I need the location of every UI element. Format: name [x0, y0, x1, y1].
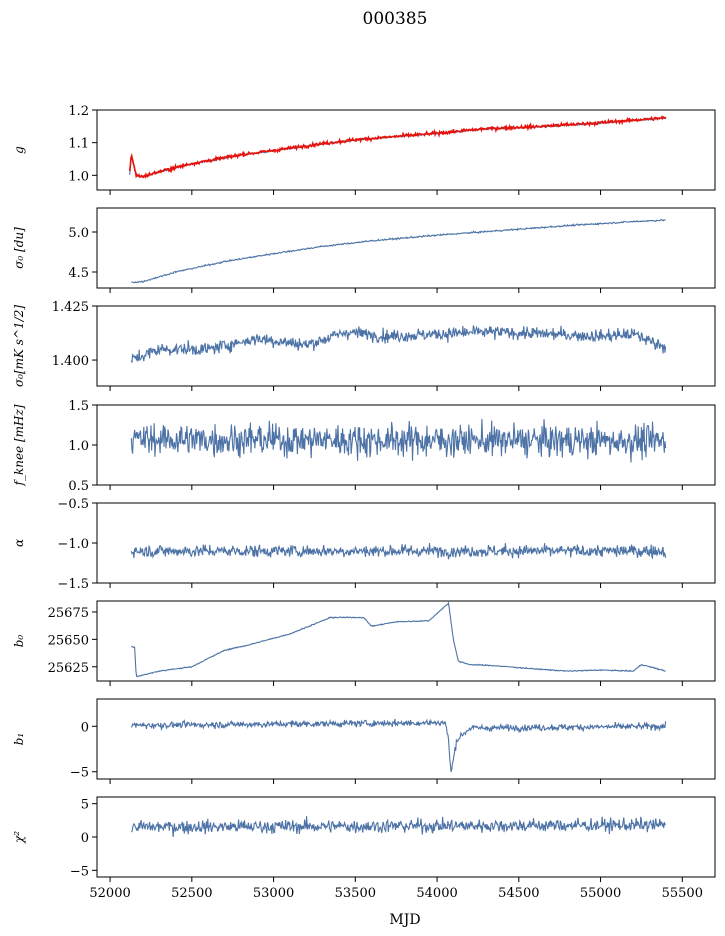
y-tick-label: 25675	[48, 606, 89, 621]
series-line	[131, 601, 666, 678]
y-tick-label: 0.5	[68, 479, 89, 494]
series-line	[129, 117, 667, 179]
series-group	[130, 718, 667, 773]
panel-6: 25625 25650 25675 b₀	[12, 600, 716, 686]
panel-2: 4.5 5.0 σ₀ [du]	[12, 207, 716, 293]
series-line	[130, 543, 667, 560]
y-tick-label: 1.400	[52, 354, 89, 369]
x-tick-label: 55500	[662, 886, 703, 901]
series-group	[130, 418, 667, 463]
y-tick-label: 5.0	[68, 226, 89, 241]
series-group	[131, 816, 667, 837]
y-tick-label: −5	[70, 864, 89, 879]
y-axis-label: g	[12, 146, 26, 154]
panel-7: −5 0 b₁	[12, 698, 716, 784]
axes-frame	[96, 305, 716, 387]
y-tick-label: 1.0	[68, 439, 89, 454]
y-tick-label: 0	[81, 831, 89, 846]
series-group	[130, 543, 667, 560]
y-tick-label: 1.2	[68, 104, 89, 119]
x-tick-label: 54000	[416, 886, 457, 901]
y-tick-label: 1.0	[68, 169, 89, 184]
panel-3: 1.400 1.425 σ₀[mK s^1/2]	[12, 300, 716, 391]
series-group	[131, 218, 666, 284]
y-axis-label: α	[12, 539, 26, 547]
x-tick-label: 53500	[335, 886, 376, 901]
y-axis-label: b₀	[12, 635, 26, 648]
panel-1: 1.0 1.1 1.2 g	[12, 104, 716, 195]
y-tick-label: 1.425	[52, 300, 89, 315]
series-line	[130, 418, 667, 463]
axes-frame	[96, 796, 716, 878]
figure-title: 000385	[363, 9, 428, 29]
y-tick-label: 4.5	[68, 266, 89, 281]
x-tick-label: 52500	[171, 886, 212, 901]
series-line	[128, 115, 667, 180]
y-tick-label: 25625	[48, 661, 89, 676]
series-group	[131, 601, 666, 678]
panels: 1.0 1.1 1.2 g 4.5 5.0 σ₀ [du] 1.400 1.425 σ₀[mK s…	[12, 104, 716, 901]
y-tick-label: −0.5	[57, 497, 89, 512]
axes-frame	[96, 698, 716, 780]
x-axis-label: MJD	[389, 912, 420, 928]
series-group	[130, 325, 667, 363]
y-tick-label: −1.0	[57, 537, 89, 552]
x-tick-label: 53000	[253, 886, 294, 901]
y-tick-label: 5	[81, 798, 89, 813]
y-axis-label: σ₀[mK s^1/2]	[12, 305, 26, 387]
panel-5: −1.5 −1.0 −0.5 α	[12, 497, 716, 592]
series-line	[130, 325, 667, 363]
axes-frame	[96, 207, 716, 289]
y-tick-label: −5	[70, 766, 89, 781]
x-tick-label: 54500	[498, 886, 539, 901]
y-tick-label: 1.1	[68, 137, 89, 152]
series-line	[131, 816, 667, 837]
panel-8: −5 0 5 52000 52500 53000 53500 54000 54500 55000 5…	[12, 796, 716, 901]
x-tick-label: 52000	[89, 886, 130, 901]
y-tick-label: 25650	[48, 633, 89, 648]
x-tick-label: 55000	[580, 886, 621, 901]
y-tick-label: −1.5	[57, 577, 89, 592]
y-tick-label: 0	[81, 720, 89, 735]
y-axis-label: χ²	[12, 831, 26, 844]
y-axis-label: f_knee [mHz]	[12, 404, 26, 486]
y-tick-label: 1.5	[68, 399, 89, 414]
axes-frame	[96, 600, 716, 682]
axes-frame	[96, 109, 716, 191]
series-line	[130, 718, 667, 773]
panel-4: 0.5 1.0 1.5 f_knee [mHz]	[12, 399, 716, 494]
axes-frame	[96, 502, 716, 584]
series-line	[131, 218, 666, 284]
series-group	[128, 115, 667, 180]
y-axis-label: b₁	[12, 733, 26, 746]
y-axis-label: σ₀ [du]	[12, 227, 26, 269]
